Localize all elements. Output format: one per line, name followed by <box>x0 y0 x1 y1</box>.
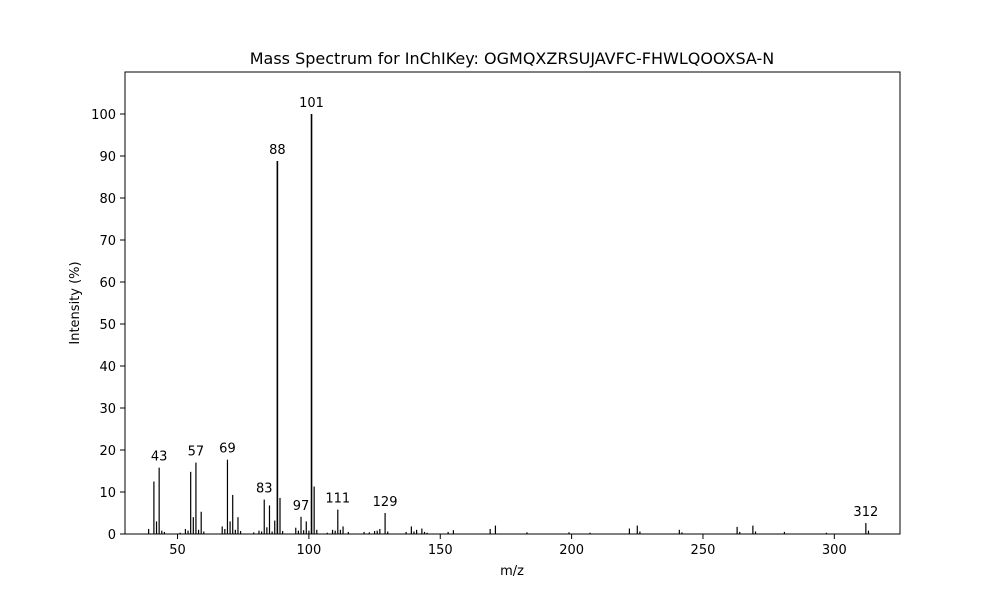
x-tick-label-250: 250 <box>691 543 716 558</box>
y-tick-label-80: 80 <box>99 192 116 207</box>
y-tick-label-100: 100 <box>91 108 116 123</box>
y-tick-label-0: 0 <box>108 528 116 543</box>
x-tick-label-150: 150 <box>428 543 453 558</box>
peaks-layer <box>148 114 870 534</box>
x-tick-label-100: 100 <box>296 543 321 558</box>
peak-labels-layer: 43 57 69 83 88 97 101 111 129 312 <box>151 96 878 520</box>
y-tick-label-70: 70 <box>99 234 116 249</box>
peak-label-69: 69 <box>219 442 236 457</box>
peak-label-97: 97 <box>293 499 310 514</box>
peak-label-129: 129 <box>373 495 398 510</box>
x-tick-label-200: 200 <box>559 543 584 558</box>
peak-label-43: 43 <box>151 450 168 465</box>
y-tick-label-20: 20 <box>99 444 116 459</box>
peak-label-101: 101 <box>299 96 324 111</box>
x-ticks-layer: 50 100 150 200 250 300 <box>169 534 847 558</box>
peak-label-57: 57 <box>188 445 205 460</box>
y-ticks-layer: 0 10 20 30 40 50 60 70 80 90 100 <box>91 108 125 543</box>
y-tick-label-90: 90 <box>99 150 116 165</box>
y-tick-label-30: 30 <box>99 402 116 417</box>
peak-label-312: 312 <box>853 505 878 520</box>
y-tick-label-10: 10 <box>99 486 116 501</box>
y-tick-label-40: 40 <box>99 360 116 375</box>
x-tick-label-50: 50 <box>169 543 186 558</box>
chart-title: Mass Spectrum for InChIKey: OGMQXZRSUJAV… <box>250 49 775 68</box>
peak-label-111: 111 <box>325 492 350 507</box>
x-axis-label: m/z <box>500 564 524 579</box>
plot-frame <box>124 71 901 535</box>
y-axis-label: Intensity (%) <box>68 261 83 344</box>
peak-label-88: 88 <box>269 143 286 158</box>
y-tick-label-60: 60 <box>99 276 116 291</box>
peak-label-83: 83 <box>256 482 273 497</box>
x-tick-label-300: 300 <box>822 543 847 558</box>
y-tick-label-50: 50 <box>99 318 116 333</box>
